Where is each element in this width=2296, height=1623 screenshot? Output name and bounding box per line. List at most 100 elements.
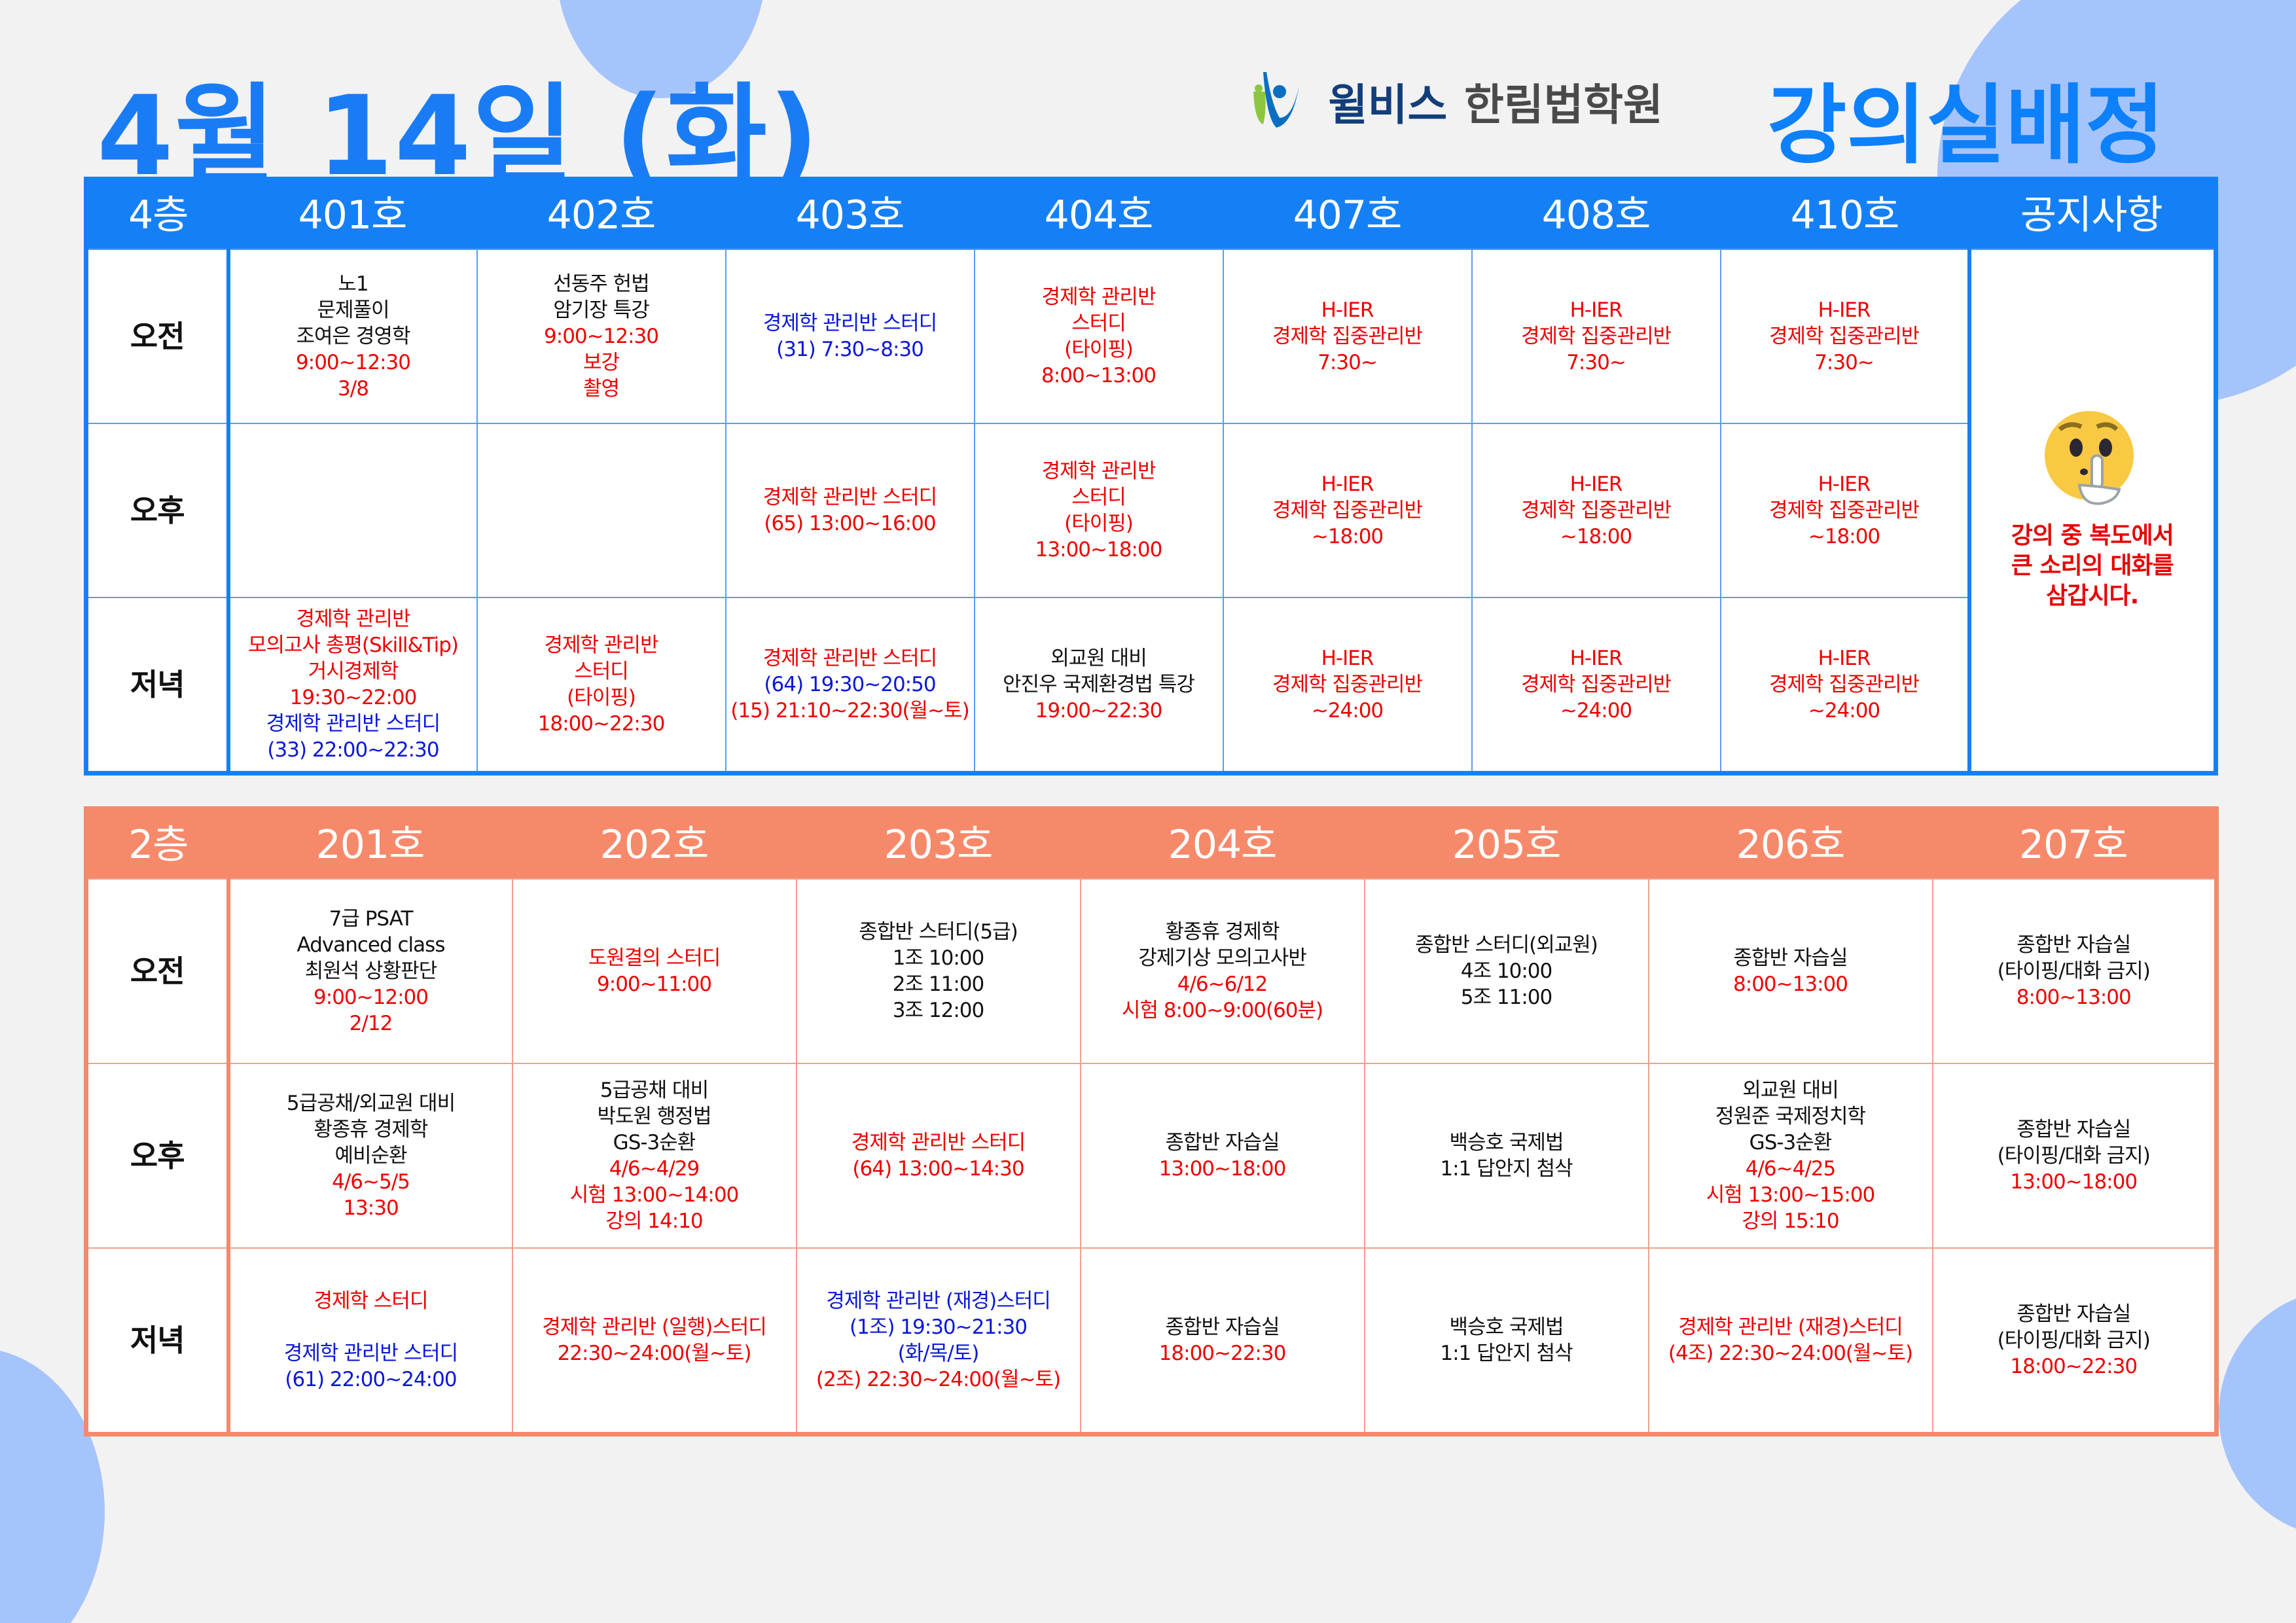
schedule-cell <box>476 423 726 598</box>
cell-line: 경제학 관리반 <box>296 607 411 631</box>
cell-line: 13:00~18:00 <box>2010 1170 2138 1194</box>
cell-line: 경제학 집중관리반 <box>1768 325 1920 348</box>
cell-line: 종합반 자습실 <box>1733 946 1848 970</box>
cell-line: 종합반 스터디(5급) <box>859 920 1018 944</box>
cell-line: 스터디 <box>1071 312 1126 335</box>
school-name: 한림법학원 <box>1464 80 1663 130</box>
cell-line: H-IER <box>1570 473 1623 496</box>
schedule-cell: 경제학 관리반 스터디 (31) 7:30~8:30 <box>725 249 975 424</box>
cell-line: 4조 10:00 <box>1460 959 1552 983</box>
cell-line: 경제학 관리반 <box>1041 459 1157 483</box>
schedule-cell: 경제학 관리반 스터디 (64) 13:00~14:30 <box>795 1063 1081 1249</box>
cell-line: 4/6~5/5 <box>332 1170 410 1194</box>
cell-line: 18:00~22:30 <box>2010 1355 2138 1378</box>
schedule-cell: 경제학 관리반 스터디 (타이핑) 13:00~18:00 <box>973 423 1224 598</box>
cell-line: 스터디 <box>574 660 629 683</box>
room-header: 410호 <box>1720 179 1969 249</box>
period-label: 저녁 <box>85 597 230 774</box>
decor-circle-top <box>560 0 762 98</box>
decor-circle-bottom-right <box>2219 1298 2296 1529</box>
cell-line: 암기장 특강 <box>553 298 649 322</box>
schedule-row: 오후 5급공채/외교원 대비 황종휴 경제학 예비순환 4/6~5/5 13:30 5급공채… <box>85 1063 2217 1249</box>
cell-line: 경제학 집중관리반 <box>1272 499 1423 522</box>
room-header: 202호 <box>512 808 797 879</box>
cell-line: (33) 22:00~22:30 <box>267 738 439 762</box>
cell-line: 경제학 관리반 스터디 <box>283 1342 458 1365</box>
cell-line: (타이핑/대화 금지) <box>1997 1144 2151 1168</box>
room-header: 408호 <box>1471 179 1721 249</box>
cell-line: 종합반 자습실 <box>1165 1315 1280 1339</box>
room-header: 402호 <box>476 179 726 249</box>
cell-line: Advanced class <box>296 933 446 957</box>
floor2-schedule-table: 2층 201호 202호 203호 204호 205호 206호 207호 오전 7급 PSAT… <box>84 806 2219 1436</box>
cell-line: 13:00~18:00 <box>1158 1157 1287 1181</box>
logo-mark-icon <box>1253 72 1299 128</box>
cell-line <box>232 1314 511 1340</box>
schedule-cell: 종합반 자습실 (타이핑/대화 금지) 13:00~18:00 <box>1931 1063 2217 1249</box>
schedule-cell: 종합반 자습실 18:00~22:30 <box>1079 1247 1365 1435</box>
cell-line: ~18:00 <box>1808 525 1880 548</box>
cell-line: 강의 15:10 <box>1742 1209 1839 1233</box>
cell-line: 종합반 자습실 <box>2017 1118 2131 1141</box>
cell-line: 보강 <box>583 351 620 374</box>
schedule-cell: 외교원 대비 안진우 국제환경법 특강 19:00~22:30 <box>973 597 1224 774</box>
room-header: 203호 <box>796 808 1081 879</box>
schedule-cell: 노1 문제풀이 조여은 경영학 9:00~12:30 3/8 <box>227 249 478 424</box>
schedule-cell: H-IER 경제학 집중관리반 ~18:00 <box>1222 423 1473 598</box>
cell-line: H-IER <box>1818 647 1871 670</box>
cell-line: 경제학 집중관리반 <box>1520 325 1672 348</box>
cell-line: 13:30 <box>343 1196 399 1220</box>
schedule-cell: 7급 PSAT Advanced class 최원석 상황판단 9:00~12:00 2… <box>227 878 513 1064</box>
cell-line: 정원준 국제정치학 <box>1715 1105 1866 1128</box>
brand-name: 윌비스 <box>1328 80 1448 130</box>
cell-line: 종합반 스터디(외교원) <box>1415 933 1598 957</box>
cell-line: ~24:00 <box>1808 699 1880 722</box>
cell-line: 9:00~12:30 <box>544 325 659 348</box>
cell-line: ~18:00 <box>1311 525 1384 548</box>
cell-line: 시험 8:00~9:00(60분) <box>1121 999 1323 1022</box>
room-header: 201호 <box>228 808 512 879</box>
notice-header: 공지사항 <box>1969 179 2216 249</box>
period-label: 오전 <box>85 878 230 1064</box>
cell-line: 황종휴 경제학 <box>1165 920 1280 944</box>
cell-line: 13:00~18:00 <box>1035 538 1163 562</box>
room-header: 403호 <box>725 179 975 249</box>
schedule-cell <box>227 423 478 598</box>
cell-line: 최원석 상황판단 <box>304 959 438 983</box>
schedule-cell: 경제학 스터디 경제학 관리반 스터디 (61) 22:00~24:00 <box>227 1247 513 1435</box>
schedule-cell: 경제학 관리반 (일행)스터디 22:30~24:00(월~토) <box>511 1247 797 1435</box>
schedule-cell: 종합반 스터디(외교원) 4조 10:00 5조 11:00 <box>1363 878 1649 1064</box>
cell-line: 9:00~12:30 <box>296 351 411 374</box>
cell-line: 강의 14:10 <box>605 1209 703 1233</box>
cell-line: 박도원 행정법 <box>597 1105 712 1128</box>
room-header: 401호 <box>228 179 477 249</box>
schedule-row: 오전 7급 PSAT Advanced class 최원석 상황판단 9:00~12:0… <box>85 878 2217 1064</box>
schedule-cell: H-IER 경제학 집중관리반 7:30~ <box>1222 249 1473 424</box>
room-header: 404호 <box>974 179 1223 249</box>
schedule-cell: H-IER 경제학 집중관리반 7:30~ <box>1719 249 1970 424</box>
cell-line: (31) 7:30~8:30 <box>776 338 924 361</box>
schedule-cell: 도원결의 스터디 9:00~11:00 <box>511 878 797 1064</box>
cell-line: 선동주 헌법 <box>553 272 649 296</box>
cell-line: H-IER <box>1818 298 1871 322</box>
cell-line: 경제학 관리반 (재경)스터디 <box>1678 1315 1903 1339</box>
schedule-cell: 종합반 스터디(5급) 1조 10:00 2조 11:00 3조 12:00 <box>795 878 1081 1064</box>
cell-line: 1조 10:00 <box>892 946 984 970</box>
schedule-cell: H-IER 경제학 집중관리반 7:30~ <box>1471 249 1721 424</box>
shushing-face-icon <box>2044 411 2134 505</box>
room-header: 205호 <box>1364 808 1649 879</box>
schedule-row: 오전 노1 문제풀이 조여은 경영학 9:00~12:30 3/8 선동주 헌법 암기장 특강… <box>85 249 2217 774</box>
cell-line: 18:00~22:30 <box>537 712 666 736</box>
schedule-cell: 경제학 관리반 (재경)스터디 (1조) 19:30~21:30 (화/목/토) (2… <box>795 1247 1081 1435</box>
cell-line: (61) 22:00~24:00 <box>285 1368 457 1391</box>
cell-line: 7:30~ <box>1566 351 1626 374</box>
cell-line: 5급공채 대비 <box>600 1079 709 1102</box>
cell-line: 모의고사 총평(Skill&Tip) <box>247 633 459 657</box>
room-header: 407호 <box>1223 179 1472 249</box>
cell-line: 노1 <box>338 272 368 296</box>
cell-line: 종합반 자습실 <box>2017 1302 2131 1326</box>
schedule-cell: 외교원 대비 정원준 국제정치학 GS-3순환 4/6~4/25 시험 13:00~15… <box>1647 1063 1933 1249</box>
schedule-cell: 경제학 관리반 스터디 (타이핑) 8:00~13:00 <box>973 249 1224 424</box>
academy-logo: 윌비스 한림법학원 <box>1247 65 1663 137</box>
cell-line: 경제학 집중관리반 <box>1768 673 1920 696</box>
